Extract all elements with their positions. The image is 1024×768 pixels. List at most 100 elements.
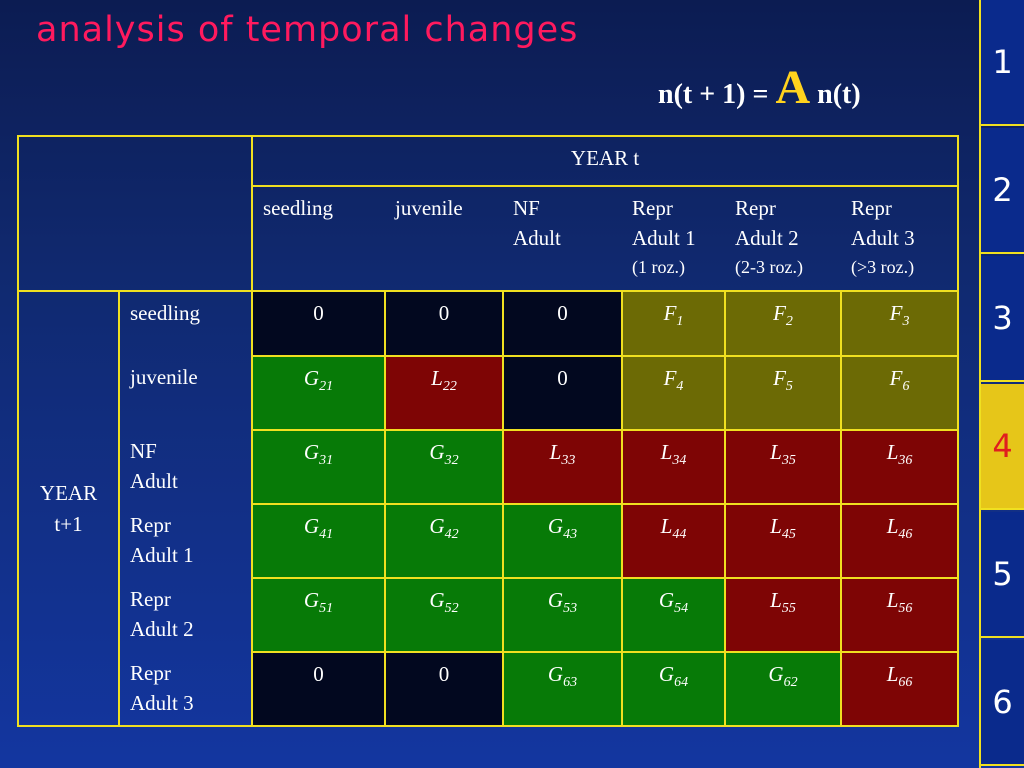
matrix-cell-symbol: G [658,662,675,686]
matrix-cell: G51 [251,577,386,653]
matrix-cell-index: 43 [563,527,578,543]
matrix-cell-symbol: 0 [557,301,568,325]
matrix-cell: G41 [251,503,386,579]
matrix-row: NF Adult G31 G32 L33 L34 L35 L36 [18,429,960,505]
matrix-cell-index: 51 [319,601,334,617]
matrix-cell: L34 [621,429,726,505]
matrix-cell-symbol: G [303,366,320,390]
row-header-line2: Adult 2 [130,617,194,642]
matrix-cell-symbol: G [429,514,445,538]
matrix-cell-index: 63 [563,675,578,691]
matrix-cell-index: 2 [785,314,793,330]
nav-item-6[interactable]: 6 [981,640,1024,766]
row-header-line2: Adult 1 [130,543,194,568]
matrix-cell-symbol: G [429,440,445,464]
matrix-cell-index: 34 [672,453,687,469]
matrix-cell-symbol: G [768,662,784,686]
row-header-line1: Repr [130,587,171,611]
matrix-cell-index: 32 [444,453,459,469]
matrix-cell-symbol: F [889,366,903,390]
header-row-year-t: YEAR t [17,135,960,291]
matrix-cell: 0 [502,290,623,357]
matrix-cell-symbol: G [429,588,445,612]
nav-item-3[interactable]: 3 [981,256,1024,382]
row-header: Repr Adult 2 [118,578,253,652]
header-row-stages: seedling juvenile NF Adult Repr Adult 1 … [18,185,960,292]
matrix-cell: L66 [839,651,960,727]
year-t1-label-line2: t+1 [54,511,83,536]
matrix-cell-symbol: L [886,662,899,686]
matrix-cell: L46 [839,503,960,579]
year-t1-label: YEAR t+1 [17,290,120,727]
row-header-line1: NF [130,439,157,463]
matrix-cell-symbol: L [549,440,562,464]
row-header: NF Adult [118,430,253,504]
matrix-cell: F2 [724,290,842,357]
matrix-cell: 0 [384,290,504,357]
matrix-cell-index: 44 [672,527,687,543]
matrix-cell-index: 55 [781,601,796,617]
row-header-line1: seedling [130,301,200,325]
col-header-repr-adult-3: Repr Adult 3 (>3 roz.) [841,185,960,292]
matrix-cell-index: 52 [444,601,459,617]
row-header: Repr Adult 3 [118,652,253,727]
matrix-cell-symbol: F [663,301,677,325]
matrix-cell: G53 [502,577,623,653]
matrix-cell: 0 [251,290,386,357]
nav-item-5[interactable]: 5 [981,512,1024,638]
matrix-cell-symbol: F [773,366,786,390]
matrix-cell-index: 62 [783,675,798,691]
matrix-cell-index: 3 [902,314,910,330]
table-corner-cell [17,135,253,291]
matrix-cell-symbol: L [886,514,899,538]
matrix-cell: L45 [724,503,842,579]
matrix-cell-symbol: G [547,588,564,612]
matrix-cell-symbol: L [660,440,673,464]
col-header-seedling: seedling [251,186,385,292]
matrix-cell-symbol: L [431,366,443,390]
matrix-cell-symbol: G [303,440,320,464]
matrix-cell-index: 64 [674,675,689,691]
matrix-cell-symbol: F [889,301,903,325]
matrix-cell-symbol: L [886,588,899,612]
row-header-line2: Adult 3 [130,691,194,716]
matrix-cell-index: 4 [676,379,684,395]
matrix-row: Repr Adult 2 G51 G52 G53 G54 L55 L56 [18,577,960,653]
matrix-cell: L36 [839,429,960,505]
matrix-cell: L44 [621,503,726,579]
matrix-cell-symbol: L [770,440,782,464]
matrix-cell: L33 [502,429,623,505]
matrix-cell-symbol: 0 [438,301,450,325]
matrix-cell: G21 [251,355,386,431]
col-header-repr-adult-2: Repr Adult 2 (2-3 roz.) [725,185,841,292]
matrix-cell: G42 [384,503,504,579]
col-header-juvenile: juvenile [385,185,503,292]
nav-item-1[interactable]: 1 [981,0,1024,126]
matrix-cell-index: 53 [563,601,578,617]
matrix-cell-index: 21 [319,379,334,395]
matrix-cell-index: 33 [561,453,576,469]
matrix-cell: G43 [502,503,623,579]
matrix-row: Repr Adult 1 G41 G42 G43 L44 L45 L46 [18,503,960,579]
formula-right: n(t) [817,79,861,110]
matrix-row: juvenile G21 L22 0 F4 F5 F6 [18,355,960,431]
matrix-cell: G32 [384,429,504,505]
matrix-cell: G64 [621,651,726,727]
matrix-cell: 0 [384,651,504,727]
transition-matrix-table: YEAR t seedling juvenile NF Adult Repr A… [17,135,960,727]
matrix-cell-symbol: G [658,588,675,612]
row-header-line1: juvenile [130,365,198,389]
matrix-cell: F5 [724,355,842,431]
col-header-repr-adult-1: Repr Adult 1 (1 roz.) [622,185,725,292]
matrix-cell-index: 1 [676,314,684,330]
matrix-cell: L55 [724,577,842,653]
matrix-cell-symbol: L [660,514,673,538]
matrix-cell-symbol: G [303,514,320,538]
matrix-cell-symbol: F [663,366,677,390]
matrix-cell: F6 [839,355,960,431]
matrix-cell: G62 [724,651,842,727]
nav-item-2[interactable]: 2 [981,128,1024,254]
matrix-cell: F1 [621,290,726,357]
nav-item-4[interactable]: 4 [981,384,1024,510]
matrix-cell: G31 [251,429,386,505]
